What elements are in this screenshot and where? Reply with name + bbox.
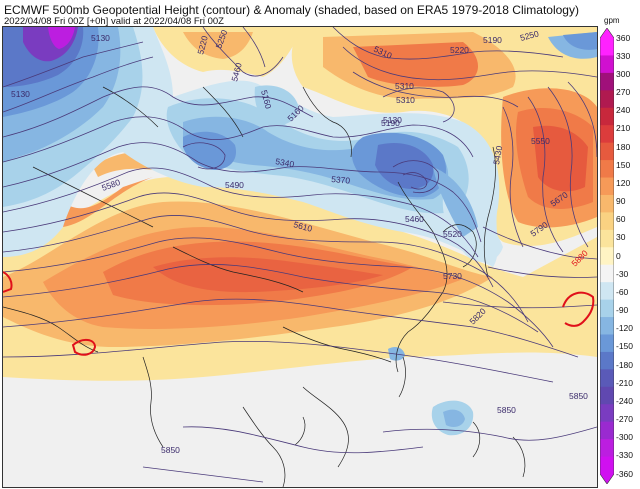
colorbar-bottom-tip <box>600 474 614 484</box>
colorbar-tick-label: 120 <box>616 177 631 188</box>
colorbar-swatch <box>600 55 614 74</box>
colorbar-tick-label: -180 <box>616 359 634 370</box>
colorbar-unit: gpm <box>604 16 620 25</box>
contour-label: 5430 <box>491 145 504 166</box>
colorbar-swatch <box>600 386 614 405</box>
contour-label: 5220 <box>450 45 469 55</box>
contour-label: 5850 <box>497 405 516 415</box>
northeast-warm-anomaly <box>153 27 597 247</box>
colorbar-swatch <box>600 72 614 91</box>
colorbar-tick-label: 180 <box>616 141 631 152</box>
colorbar-tick-label: -30 <box>616 268 629 279</box>
contour-label: 5850 <box>569 391 588 401</box>
contour-label: 5460 <box>229 61 244 82</box>
colorbar-swatch <box>600 107 614 126</box>
colorbar-swatch <box>600 421 614 440</box>
colorbar-tick-label: -240 <box>616 395 634 406</box>
colorbar-tick-label: -90 <box>616 305 629 315</box>
contour-label: 5220 <box>195 34 210 55</box>
colorbar-swatch <box>600 299 614 318</box>
contour-label: 5190 <box>483 35 502 45</box>
contour-label: 5850 <box>161 445 180 455</box>
colorbar-tick-label: -150 <box>616 341 634 352</box>
colorbar-tick-label: 300 <box>616 68 631 79</box>
colorbar-swatch <box>600 317 614 335</box>
colorbar-tick-label: 30 <box>616 232 626 243</box>
contour-label: 5340 <box>275 156 296 169</box>
colorbar-tick-label: 90 <box>616 196 626 206</box>
colorbar-tick-label: 330 <box>616 50 631 61</box>
contour-label: 5130 <box>91 33 110 43</box>
contour-label: 5490 <box>225 180 244 190</box>
colorbar-tick-label: 240 <box>616 105 631 116</box>
colorbar-swatch <box>600 282 614 301</box>
contour-label: 5730 <box>443 271 462 281</box>
map-subtitle: 2022/04/08 Fri 00Z [+0h] valid at 2022/0… <box>4 16 224 27</box>
colorbar-swatch <box>600 404 614 423</box>
contour-label: 5550 <box>531 136 550 146</box>
colorbar-swatch <box>600 229 614 248</box>
coastlines <box>3 86 526 487</box>
contour-5880 <box>3 271 595 356</box>
contour-label: 5130 <box>383 115 402 125</box>
colorbar-svg <box>599 27 615 485</box>
colorbar-tick-label: 270 <box>616 87 631 97</box>
colorbar-tick-label: -360 <box>616 468 634 479</box>
contour-label: 5370 <box>331 174 351 186</box>
height-contours <box>3 27 597 483</box>
colorbar-tick-label: -60 <box>616 286 629 297</box>
colorbar-tick-label: -210 <box>616 377 634 388</box>
colorbar-swatch <box>600 351 614 370</box>
colorbar <box>599 27 615 485</box>
contour-label: 5310 <box>395 81 414 91</box>
colorbar-tick-label: 360 <box>616 32 631 43</box>
warm-anomaly-band <box>3 151 597 381</box>
colorbar-swatch <box>600 456 614 475</box>
contour-label: 5460 <box>405 214 424 224</box>
southern-cold-spots <box>388 347 474 436</box>
contour-label: 5520 <box>443 229 462 239</box>
map-title: ECMWF 500mb Geopotential Height (contour… <box>4 3 579 17</box>
colorbar-swatch <box>600 247 614 266</box>
colorbar-swatch <box>600 125 614 144</box>
colorbar-swatch <box>600 90 614 109</box>
colorbar-swatch <box>600 142 614 161</box>
contour-label: 5190 <box>381 118 400 128</box>
colorbar-tick-label: -330 <box>616 450 634 461</box>
colorbar-swatch <box>600 38 614 56</box>
map-panel: 5130 5250 5220 5310 5190 5250 5460 5310 … <box>2 26 598 488</box>
contour-label: 5250 <box>519 28 540 43</box>
colorbar-swatch <box>600 194 614 213</box>
map-canvas: 5130 5250 5220 5310 5190 5250 5460 5310 … <box>3 27 597 487</box>
cold-anomaly-trough <box>3 27 597 267</box>
contour-labels: 5130 5250 5220 5310 5190 5250 5460 5310 … <box>11 28 590 455</box>
colorbar-tick-label: -120 <box>616 323 634 334</box>
colorbar-tick-label: 60 <box>616 214 626 225</box>
colorbar-swatch <box>600 369 614 388</box>
contour-label: 5310 <box>396 95 415 105</box>
colorbar-swatch <box>600 439 614 458</box>
colorbar-tick-label: 210 <box>616 123 631 134</box>
contour-label: 5130 <box>11 89 30 99</box>
colorbar-top-tip <box>600 28 614 38</box>
colorbar-swatch <box>600 212 614 231</box>
colorbar-swatch <box>600 334 614 353</box>
colorbar-tick-label: 0 <box>616 250 621 261</box>
colorbar-tick-label: -300 <box>616 432 634 443</box>
colorbar-tick-label: -270 <box>616 414 634 424</box>
colorbar-swatch <box>600 177 614 196</box>
colorbar-tick-label: 150 <box>616 159 631 170</box>
contour-label: 5610 <box>292 219 313 234</box>
contour-label: 5160 <box>259 89 274 110</box>
colorbar-swatch <box>600 160 614 179</box>
colorbar-swatch <box>600 264 614 283</box>
